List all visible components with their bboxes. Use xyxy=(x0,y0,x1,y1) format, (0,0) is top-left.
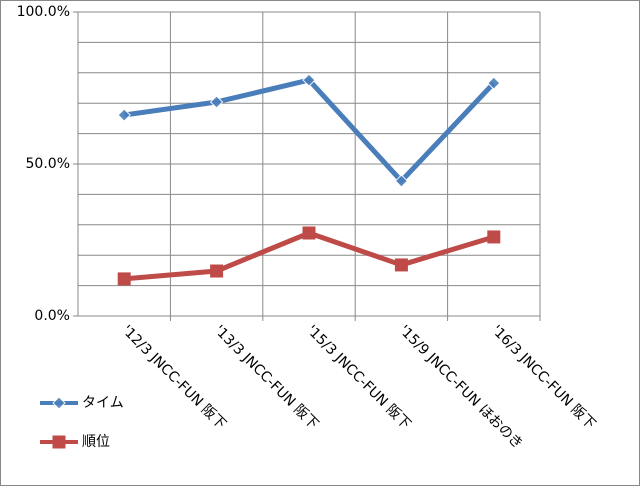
legend-label: 順位 xyxy=(82,434,110,450)
marker xyxy=(302,226,316,240)
marker xyxy=(394,174,409,188)
marker xyxy=(210,264,224,278)
marker xyxy=(52,396,66,410)
marker xyxy=(487,76,501,90)
marker xyxy=(487,230,501,244)
marker xyxy=(209,95,224,109)
y-tick-label: 0.0% xyxy=(34,308,70,324)
marker xyxy=(302,73,316,87)
y-tick-label: 50.0% xyxy=(26,156,70,172)
marker xyxy=(52,435,66,449)
legend-label: タイム xyxy=(82,395,124,411)
marker xyxy=(117,108,131,122)
y-tick-label: 100.0% xyxy=(17,4,70,20)
marker xyxy=(394,258,408,272)
marker xyxy=(117,272,131,286)
